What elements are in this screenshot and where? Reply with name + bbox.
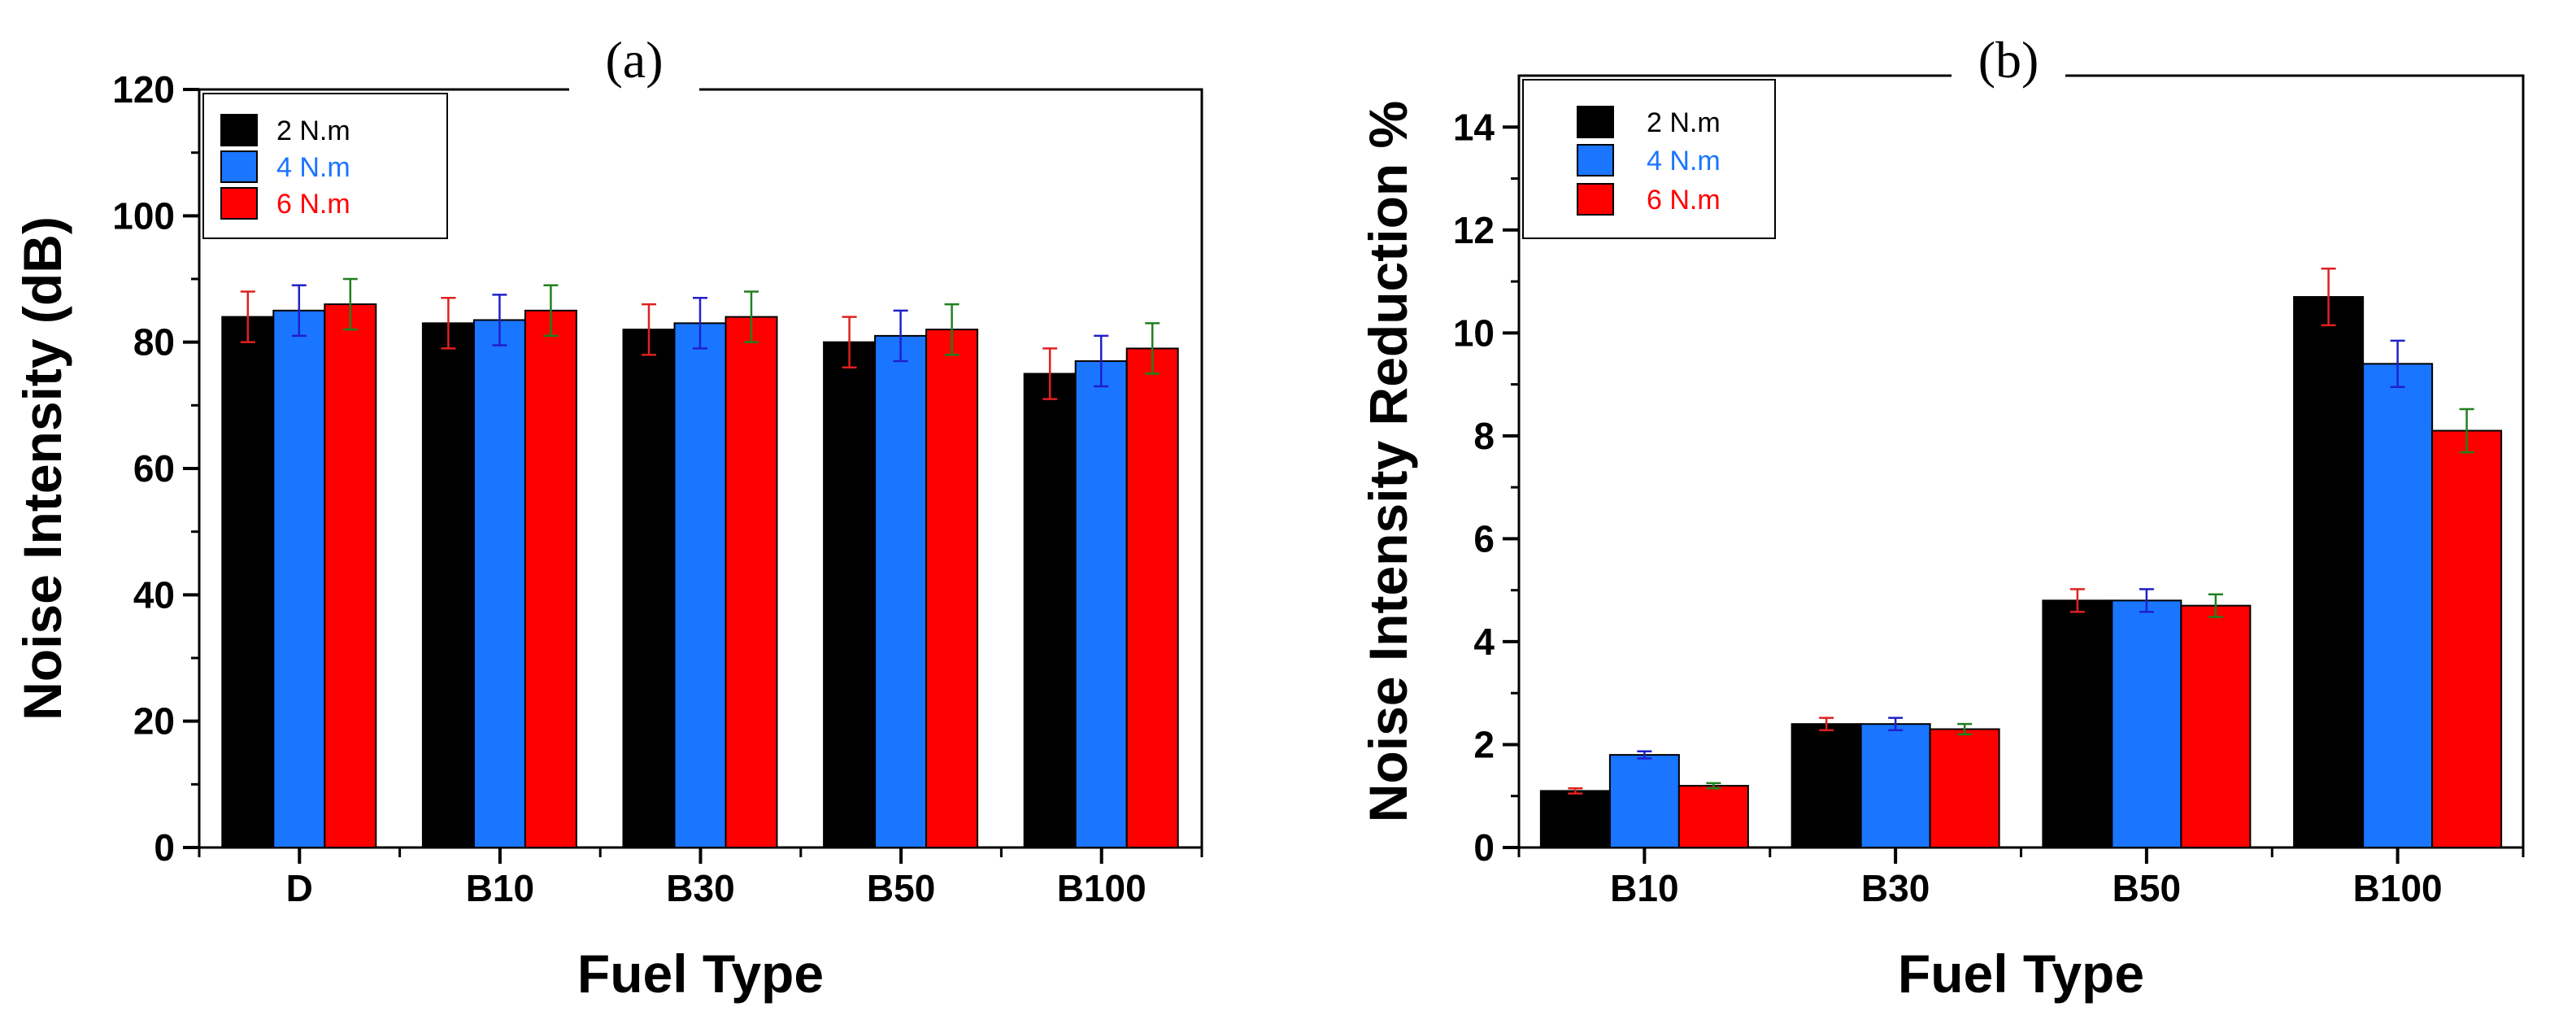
bar (1074, 359, 1128, 848)
x-tick-label: B10 (1610, 867, 1678, 909)
bar (2042, 599, 2113, 848)
y-tick-label: 80 (133, 321, 175, 364)
legend-label: 6 N.m (276, 189, 350, 220)
y-tick-label: 6 (1473, 517, 1495, 560)
legend-label: 2 N.m (276, 115, 350, 146)
chart-b: (b) 0 2 4 6 8 10 12 14 B10 B30 B50 B100 Fuel Type Nois… (1358, 31, 2525, 1004)
bar (421, 322, 475, 849)
bar (823, 341, 877, 848)
legend-swatch (1577, 144, 1614, 176)
y-axis-title: Noise Intensity (dB) (12, 216, 72, 721)
bar (221, 316, 275, 849)
y-tick-label: 0 (154, 826, 175, 869)
bar (1860, 723, 1931, 848)
legend-label: 6 N.m (1647, 185, 1721, 216)
legend-label: 4 N.m (1647, 146, 1721, 176)
legend-box (1522, 79, 1776, 239)
bar (1539, 790, 1611, 849)
legend-label: 2 N.m (1647, 107, 1721, 138)
legend-swatch (220, 114, 258, 146)
legend-swatch (220, 150, 258, 183)
x-tick-label: B100 (2353, 867, 2443, 909)
y-tick-label: 60 (133, 447, 175, 490)
y-tick-label: 4 (1473, 621, 1495, 663)
y-tick-label: 2 (1473, 723, 1495, 765)
panel-label-gap (1952, 72, 2065, 79)
legend-swatch (220, 187, 258, 220)
y-tick-label: 20 (133, 700, 175, 743)
x-tick-label: B30 (666, 867, 734, 909)
bar (2431, 429, 2503, 848)
bar (524, 309, 577, 849)
bar (673, 322, 727, 849)
bar (472, 319, 526, 848)
legend-swatch (1577, 183, 1614, 216)
panel-label-gap (569, 86, 699, 93)
x-axis-title: Fuel Type (577, 943, 824, 1004)
y-tick-label: 120 (112, 68, 175, 111)
x-tick-label: B30 (1861, 867, 1930, 909)
panel-label: (b) (1978, 31, 2039, 89)
legend-label: 4 N.m (276, 152, 350, 183)
bar (2362, 363, 2434, 848)
bar (622, 329, 676, 848)
y-tick-label: 0 (1473, 826, 1495, 869)
bar (2111, 599, 2182, 848)
y-tick-label: 14 (1453, 106, 1495, 148)
bar (1929, 728, 2000, 849)
bar (874, 334, 928, 848)
bar (1791, 723, 1862, 848)
y-tick-label: 10 (1453, 312, 1495, 354)
y-tick-label: 8 (1473, 415, 1495, 457)
bar (2180, 604, 2252, 848)
x-tick-label: B50 (867, 867, 935, 909)
y-tick-label: 100 (112, 194, 175, 237)
bar (1677, 785, 1749, 849)
x-tick-label: B50 (2113, 867, 2181, 909)
bar (272, 309, 326, 849)
y-tick-label: 12 (1453, 209, 1495, 251)
legend-swatch (1577, 106, 1614, 138)
x-tick-label: B100 (1057, 867, 1147, 909)
bar (1125, 347, 1179, 848)
bar (324, 303, 377, 849)
y-tick-label: 40 (133, 573, 175, 616)
y-axis-title: Noise Intensity Reduction % (1358, 101, 1418, 822)
x-tick-label: B10 (466, 867, 534, 909)
x-tick-label: D (286, 867, 313, 909)
chart-a: (a) 0 20 40 60 80 100 120 D B10 B30 B50 B100 Fuel Typ… (12, 31, 1203, 1004)
bar (925, 329, 979, 848)
bar (1023, 373, 1077, 848)
bar (724, 316, 778, 849)
bar (2293, 296, 2365, 848)
bar (1608, 754, 1680, 848)
panel-label: (a) (605, 31, 663, 89)
x-axis-title: Fuel Type (1898, 943, 2144, 1004)
